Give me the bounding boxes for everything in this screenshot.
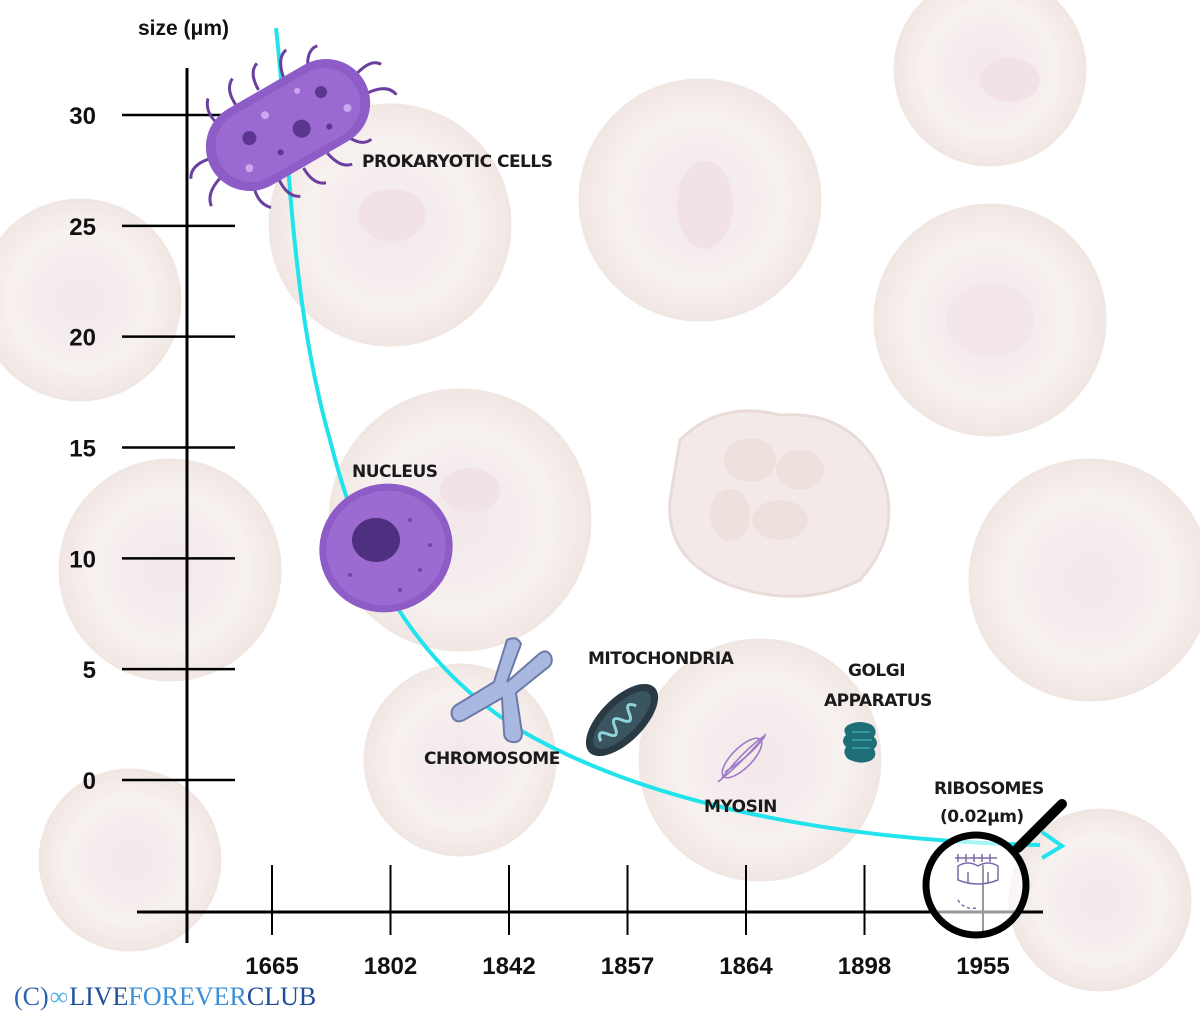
bg-cell-8 (58, 458, 282, 682)
bg-cell-12 (1008, 808, 1192, 992)
x-tick-label-1842: 1842 (482, 953, 535, 980)
label-mitochondria: MITOCHONDRIA (588, 649, 735, 669)
cell-nucleus-icon (319, 483, 453, 613)
x-tick-label-1864: 1864 (719, 953, 773, 980)
label-golgi-line1: GOLGI (848, 661, 905, 681)
label-golgi-line2: APPARATUS (824, 691, 932, 711)
y-tick-label-30: 30 (69, 103, 96, 130)
golgi-icon (843, 722, 877, 763)
bg-cell-5 (0, 198, 182, 402)
y-tick-label-10: 10 (69, 546, 96, 573)
chromosome-icon (450, 637, 553, 744)
bg-cell-13 (668, 409, 891, 598)
label-ribosomes-line1: RIBOSOMES (934, 779, 1044, 799)
copyright-credit: (C)∞LIVEFOREVERCLUB (14, 982, 316, 1012)
mitochondrion-icon (585, 683, 659, 757)
label-myosin: MYOSIN (704, 797, 777, 817)
credit-club: CLUB (246, 982, 317, 1011)
series-arrowhead (1040, 830, 1066, 860)
bg-cell-9 (638, 638, 882, 882)
y-tick-labels: 0 5 10 15 20 25 30 (69, 103, 96, 795)
myosin-fiber-icon (717, 733, 767, 783)
x-tick-label-1955: 1955 (956, 953, 1009, 980)
x-tick-label-1857: 1857 (601, 953, 654, 980)
y-tick-label-0: 0 (83, 768, 96, 795)
y-axis-label: size (μm) (138, 17, 229, 40)
magnifier-ribosome-icon (922, 799, 1067, 939)
x-tick-label-1665: 1665 (245, 953, 298, 980)
y-tick-label-20: 20 (69, 325, 96, 352)
x-tick-labels: 1665 1802 1842 1857 1864 1898 1955 (245, 953, 1009, 980)
bg-cell-7 (968, 458, 1200, 702)
y-tick-label-5: 5 (83, 657, 96, 684)
y-tick-label-15: 15 (69, 436, 96, 463)
y-tick-label-25: 25 (69, 214, 96, 241)
y-tick-lines (122, 113, 235, 782)
bacterium-icon (189, 44, 398, 210)
label-nucleus: NUCLEUS (352, 462, 438, 482)
infinity-logo-icon: ∞ (49, 982, 69, 1011)
x-tick-lines (271, 865, 984, 935)
bg-cell-11 (38, 768, 222, 952)
bg-cell-4 (893, 0, 1087, 167)
series-line (274, 27, 1041, 847)
x-tick-label-1898: 1898 (838, 953, 891, 980)
credit-forever: FOREVER (128, 982, 247, 1011)
bg-cell-1 (268, 103, 512, 347)
label-ribosomes-line2: (0.02μm) (940, 807, 1024, 827)
x-tick-label-1802: 1802 (364, 953, 417, 980)
label-chromosome: CHROMOSOME (424, 749, 560, 769)
bg-cell-2 (578, 78, 822, 322)
credit-prefix: (C) (14, 982, 49, 1011)
credit-live: LIVE (69, 982, 129, 1011)
label-prokaryotic: PROKARYOTIC CELLS (362, 152, 552, 172)
bg-cell-3 (873, 203, 1107, 437)
